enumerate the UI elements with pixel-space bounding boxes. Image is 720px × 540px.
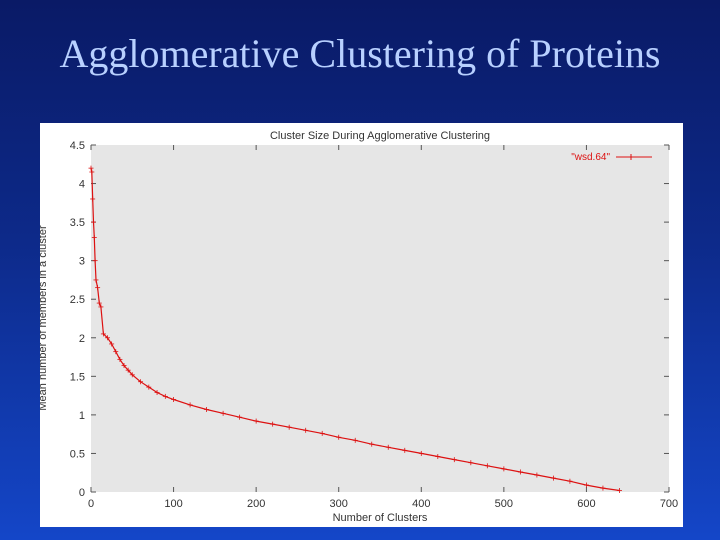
data-point	[501, 466, 507, 472]
plot-area	[91, 145, 669, 492]
legend-label: "wsd.64"	[571, 152, 610, 163]
data-point	[92, 258, 98, 264]
data-point	[171, 396, 177, 402]
data-point	[162, 393, 168, 399]
x-axis-title: Number of Clusters	[333, 512, 428, 524]
y-tick-label: 3.5	[70, 217, 85, 229]
y-axis-ticks: 0 0.5 1 1.5 2 2.5 3 3.5 4 4.5	[70, 140, 669, 499]
y-tick-label: 2.5	[70, 294, 85, 306]
chart-panel: 0 0.5 1 1.5 2 2.5 3 3.5 4 4.5 0 100 200 300 400 500 600…	[40, 123, 683, 527]
data-point	[98, 304, 104, 310]
x-tick-label: 300	[330, 498, 348, 510]
data-point	[90, 219, 96, 225]
y-tick-label: 1	[79, 410, 85, 422]
data-point	[129, 372, 135, 378]
y-tick-label: 0.5	[70, 448, 85, 460]
data-point	[253, 418, 259, 424]
data-point	[352, 437, 358, 443]
data-point	[138, 379, 144, 385]
data-point	[468, 460, 474, 466]
x-tick-label: 100	[164, 498, 182, 510]
x-tick-label: 200	[247, 498, 265, 510]
y-tick-label: 3	[79, 256, 85, 268]
series-layer	[88, 165, 622, 493]
data-point	[385, 444, 391, 450]
data-point	[154, 390, 160, 396]
x-axis-ticks: 0 100 200 300 400 500 600 700	[88, 145, 678, 510]
data-point	[550, 475, 556, 481]
y-tick-label: 2	[79, 333, 85, 345]
data-point	[336, 434, 342, 440]
x-tick-label: 500	[495, 498, 513, 510]
data-point	[600, 485, 606, 491]
data-point	[534, 472, 540, 478]
data-point	[451, 457, 457, 463]
data-point	[88, 165, 94, 171]
legend: "wsd.64"	[571, 152, 652, 163]
data-point	[583, 482, 589, 488]
data-point	[125, 367, 131, 373]
data-point	[187, 402, 193, 408]
y-tick-label: 0	[79, 487, 85, 499]
data-point	[95, 285, 101, 291]
data-point	[121, 363, 127, 369]
legend-marker-plus	[628, 154, 634, 160]
data-point	[91, 235, 97, 241]
data-point	[93, 277, 99, 283]
chart-title: Cluster Size During Agglomerative Cluste…	[270, 130, 490, 142]
data-point	[369, 441, 375, 447]
data-point	[220, 410, 226, 416]
data-point	[319, 430, 325, 436]
data-point	[204, 406, 210, 412]
data-point	[96, 300, 102, 306]
data-point	[303, 427, 309, 433]
slide-title: Agglomerative Clustering of Proteins	[59, 31, 661, 76]
data-point	[89, 169, 95, 175]
x-tick-label: 600	[577, 498, 595, 510]
x-tick-label: 700	[660, 498, 678, 510]
data-point	[517, 469, 523, 475]
data-point	[105, 335, 111, 341]
y-tick-label: 1.5	[70, 371, 85, 383]
data-point	[146, 384, 152, 390]
data-point	[402, 447, 408, 453]
data-point	[100, 331, 106, 337]
y-tick-label: 4.5	[70, 140, 85, 152]
data-point	[484, 463, 490, 469]
data-point	[237, 414, 243, 420]
data-point	[418, 450, 424, 456]
data-point	[113, 349, 119, 355]
data-point	[435, 454, 441, 460]
data-point	[567, 478, 573, 484]
data-point	[109, 341, 115, 347]
data-point	[90, 196, 96, 202]
y-axis-title: Mean number of members in a cluster	[40, 225, 49, 411]
data-point	[286, 424, 292, 430]
x-tick-label: 0	[88, 498, 94, 510]
data-point	[270, 421, 276, 427]
y-tick-label: 4	[79, 179, 85, 191]
chart-svg: 0 0.5 1 1.5 2 2.5 3 3.5 4 4.5 0 100 200 300 400 500 600…	[40, 130, 678, 524]
x-tick-label: 400	[412, 498, 430, 510]
data-point	[117, 356, 123, 362]
data-point	[616, 487, 622, 493]
